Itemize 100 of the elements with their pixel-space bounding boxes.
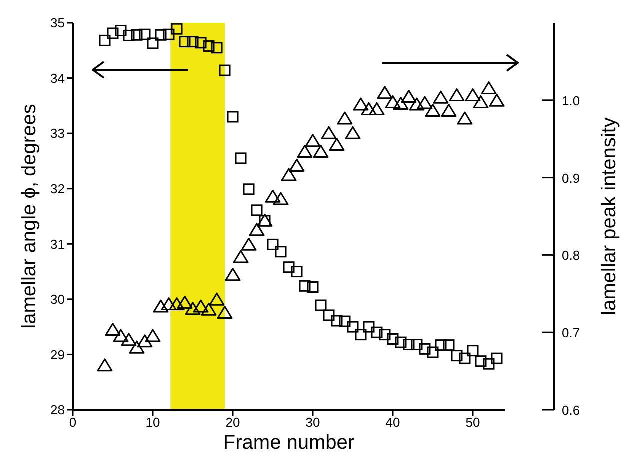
point [459, 352, 471, 364]
point [251, 204, 263, 216]
point [161, 297, 177, 310]
point [179, 36, 191, 48]
y-tick-label: 32 [50, 181, 65, 196]
point [169, 297, 185, 310]
point [347, 321, 359, 333]
point [377, 86, 393, 100]
point [409, 98, 425, 111]
point [217, 306, 233, 319]
y2-tick-label: 0.6 [562, 403, 580, 418]
point [411, 339, 423, 351]
point [329, 138, 345, 152]
point [433, 90, 449, 104]
point [395, 336, 407, 348]
point [339, 316, 351, 328]
point [123, 30, 135, 42]
point [275, 246, 287, 258]
point [283, 262, 295, 274]
point [115, 24, 127, 36]
point [227, 111, 239, 123]
point [481, 82, 497, 95]
point [153, 300, 169, 313]
y-tick-label: 34 [50, 70, 65, 86]
point [393, 97, 409, 110]
point [483, 358, 495, 370]
point [225, 268, 241, 282]
y-tick-label: 31 [50, 236, 65, 252]
point [313, 145, 329, 158]
point [441, 104, 457, 117]
point [299, 280, 311, 292]
x-tick-label: 0 [69, 415, 77, 430]
point [467, 345, 479, 357]
point [379, 329, 391, 341]
point [187, 36, 199, 48]
point [243, 184, 255, 196]
y-tick-label: 33 [50, 126, 65, 142]
point [449, 88, 465, 102]
point [235, 152, 247, 164]
point [491, 352, 503, 364]
point [443, 340, 455, 352]
point [99, 34, 111, 46]
x-tick-label: 20 [226, 415, 240, 430]
point [387, 333, 399, 345]
point [337, 112, 353, 125]
point [291, 266, 303, 278]
point [451, 350, 463, 362]
point [465, 88, 481, 102]
y2-tick-label: 1.0 [562, 93, 580, 108]
point [139, 28, 151, 40]
point [219, 64, 231, 76]
point [371, 326, 383, 338]
point [473, 95, 489, 108]
point [321, 126, 337, 140]
point [177, 296, 193, 309]
point [435, 340, 447, 352]
y2-axis-title: lamellar peak intensity [598, 118, 621, 316]
point [203, 40, 215, 52]
point [137, 334, 153, 348]
x-tick-label: 40 [386, 415, 400, 430]
point [361, 102, 377, 116]
point [145, 329, 161, 342]
point [267, 238, 279, 250]
point [155, 29, 167, 41]
point [265, 190, 281, 203]
point [249, 223, 265, 236]
point [417, 96, 433, 110]
point [233, 250, 249, 264]
point [97, 358, 113, 372]
point [353, 98, 369, 111]
point [211, 42, 223, 54]
point [185, 302, 201, 316]
y2-tick-label: 0.8 [562, 248, 580, 264]
y-tick-label: 35 [50, 16, 65, 31]
point [363, 321, 375, 333]
point [241, 238, 257, 251]
point [345, 126, 361, 140]
point [385, 95, 401, 108]
point [457, 112, 473, 125]
x-tick-label: 10 [146, 415, 160, 430]
y-tick-label: 28 [50, 402, 65, 418]
y-tick-label: 30 [50, 292, 65, 308]
point [209, 292, 225, 306]
point [297, 145, 313, 158]
point [425, 104, 441, 117]
point [105, 323, 121, 336]
y-axis-title: lamellar angle ϕ, degrees [18, 104, 41, 329]
point [281, 168, 297, 182]
point [305, 134, 321, 148]
point [121, 333, 137, 346]
point [171, 23, 183, 35]
point [489, 94, 505, 107]
x-tick-label: 50 [466, 415, 480, 430]
point [201, 302, 217, 316]
point [475, 356, 487, 368]
y-tick-label: 29 [50, 347, 65, 362]
point [163, 28, 175, 40]
point [427, 346, 439, 358]
point [273, 192, 289, 206]
x-tick-label: 30 [306, 415, 320, 430]
